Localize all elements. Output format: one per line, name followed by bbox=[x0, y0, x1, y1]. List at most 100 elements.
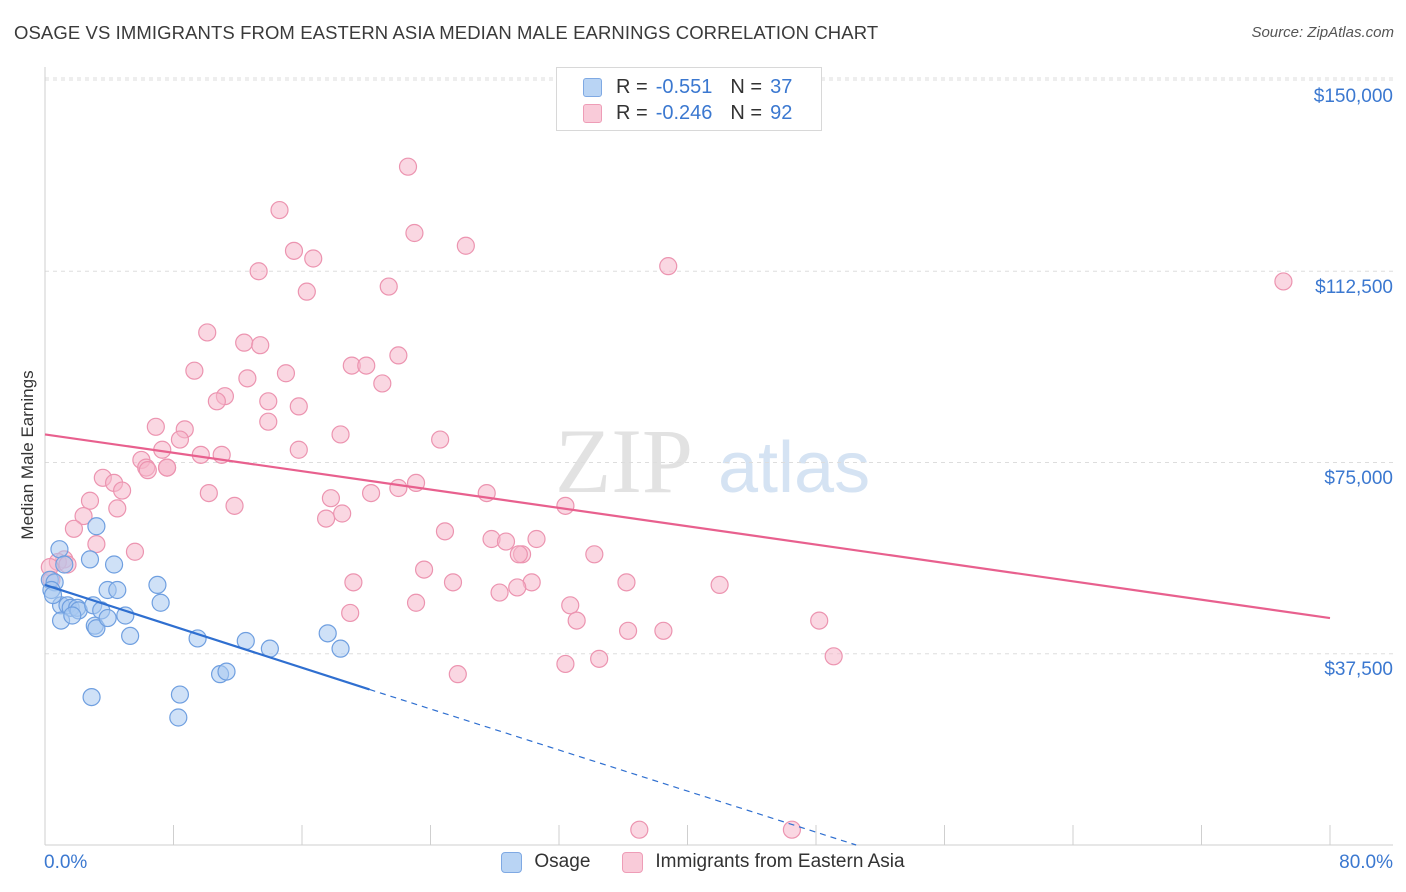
n-value-osage: 37 bbox=[770, 75, 793, 98]
asia-point bbox=[80, 491, 100, 510]
asia-point bbox=[331, 425, 350, 444]
asia-point bbox=[379, 277, 398, 296]
osage-trend-line bbox=[44, 583, 370, 691]
asia-point bbox=[157, 458, 177, 477]
osage-point bbox=[217, 662, 236, 681]
asia-point bbox=[270, 200, 289, 220]
asia-point bbox=[824, 647, 843, 666]
osage-swatch bbox=[583, 77, 602, 97]
asia-point bbox=[225, 496, 244, 515]
osage-point bbox=[188, 629, 207, 648]
osage-point bbox=[169, 708, 188, 727]
asia-point bbox=[1274, 272, 1293, 291]
asia-point bbox=[289, 397, 308, 416]
osage-point bbox=[148, 575, 167, 595]
asia-point bbox=[297, 282, 316, 301]
asia-point bbox=[782, 820, 802, 839]
r-value-asia: -0.246 bbox=[655, 101, 713, 124]
watermark-zip: ZIP bbox=[555, 410, 693, 512]
asia-point bbox=[456, 236, 475, 255]
asia-point bbox=[389, 346, 408, 365]
osage-legend-swatch bbox=[501, 851, 523, 873]
osage-point bbox=[63, 606, 82, 625]
asia-point bbox=[238, 369, 257, 388]
osage-point bbox=[50, 540, 69, 559]
osage-trend-extension bbox=[369, 688, 857, 846]
legend-item-asia[interactable]: Immigrants from Eastern Asia bbox=[622, 851, 905, 873]
osage-point bbox=[80, 550, 100, 569]
asia-point bbox=[341, 603, 360, 623]
asia-point bbox=[630, 820, 649, 839]
osage-point bbox=[121, 626, 140, 646]
asia-trend-line bbox=[44, 433, 1331, 620]
asia-point bbox=[590, 649, 609, 668]
asia-point bbox=[87, 534, 106, 554]
osage-point bbox=[87, 619, 106, 638]
osage-point bbox=[108, 580, 127, 600]
legend-item-osage[interactable]: Osage bbox=[501, 851, 590, 873]
asia-point bbox=[431, 430, 450, 449]
asia-point bbox=[74, 506, 93, 526]
series-legend: Osage Immigrants from Eastern Asia bbox=[0, 851, 1406, 873]
asia-point bbox=[567, 611, 586, 630]
osage-point bbox=[98, 608, 117, 628]
y-tick-label-75000: $75,000 bbox=[1324, 468, 1393, 489]
n-value-asia: 92 bbox=[770, 101, 793, 124]
asia-point bbox=[249, 262, 268, 281]
asia-point bbox=[810, 611, 829, 630]
asia-point bbox=[289, 440, 308, 459]
asia-point bbox=[276, 364, 296, 383]
y-tick-label-37500: $37,500 bbox=[1324, 659, 1393, 680]
asia-point bbox=[490, 583, 509, 602]
asia-point bbox=[185, 361, 204, 380]
asia-point bbox=[710, 575, 729, 595]
osage-point bbox=[55, 555, 74, 574]
asia-point bbox=[125, 542, 145, 561]
asia-point bbox=[207, 392, 226, 411]
chart-title: OSAGE VS IMMIGRANTS FROM EASTERN ASIA ME… bbox=[14, 22, 879, 43]
r-label: R = bbox=[616, 75, 648, 98]
asia-point bbox=[448, 665, 467, 684]
asia-point bbox=[496, 532, 516, 551]
asia-point bbox=[198, 323, 217, 342]
asia-point bbox=[361, 484, 381, 503]
asia-point bbox=[617, 573, 636, 592]
asia-point bbox=[344, 573, 363, 592]
osage-point bbox=[331, 639, 350, 658]
asia-point bbox=[64, 519, 84, 538]
asia-point bbox=[259, 392, 278, 411]
source-label: Source: ZipAtlas.com bbox=[1251, 24, 1394, 41]
asia-point bbox=[389, 478, 408, 498]
asia-point bbox=[138, 461, 157, 480]
osage-point bbox=[170, 685, 190, 704]
osage-point bbox=[87, 517, 106, 536]
asia-point bbox=[108, 499, 127, 518]
asia-point bbox=[316, 509, 336, 528]
asia-swatch bbox=[583, 103, 602, 123]
n-label: N = bbox=[730, 75, 763, 98]
legend-label-asia: Immigrants from Eastern Asia bbox=[655, 851, 905, 872]
asia-point bbox=[406, 593, 426, 612]
asia-point bbox=[398, 157, 418, 176]
osage-point bbox=[318, 624, 337, 643]
asia-point bbox=[304, 249, 323, 268]
asia-point bbox=[321, 489, 341, 508]
asia-point bbox=[443, 573, 463, 592]
asia-point bbox=[259, 412, 278, 431]
asia-point bbox=[556, 496, 575, 515]
n-label: N = bbox=[730, 101, 763, 124]
asia-point bbox=[618, 621, 638, 640]
stats-row-asia: R = -0.246 N = 92 bbox=[583, 101, 792, 125]
asia-legend-swatch bbox=[622, 851, 644, 873]
y-tick-label-112500: $112,500 bbox=[1315, 277, 1393, 298]
asia-point bbox=[556, 654, 575, 674]
asia-point bbox=[146, 417, 165, 436]
asia-point bbox=[585, 545, 604, 564]
asia-point bbox=[170, 430, 190, 449]
asia-point bbox=[654, 621, 673, 640]
r-value-osage: -0.551 bbox=[655, 75, 713, 98]
asia-point bbox=[235, 333, 254, 352]
asia-point bbox=[284, 241, 304, 260]
asia-point bbox=[333, 504, 352, 523]
